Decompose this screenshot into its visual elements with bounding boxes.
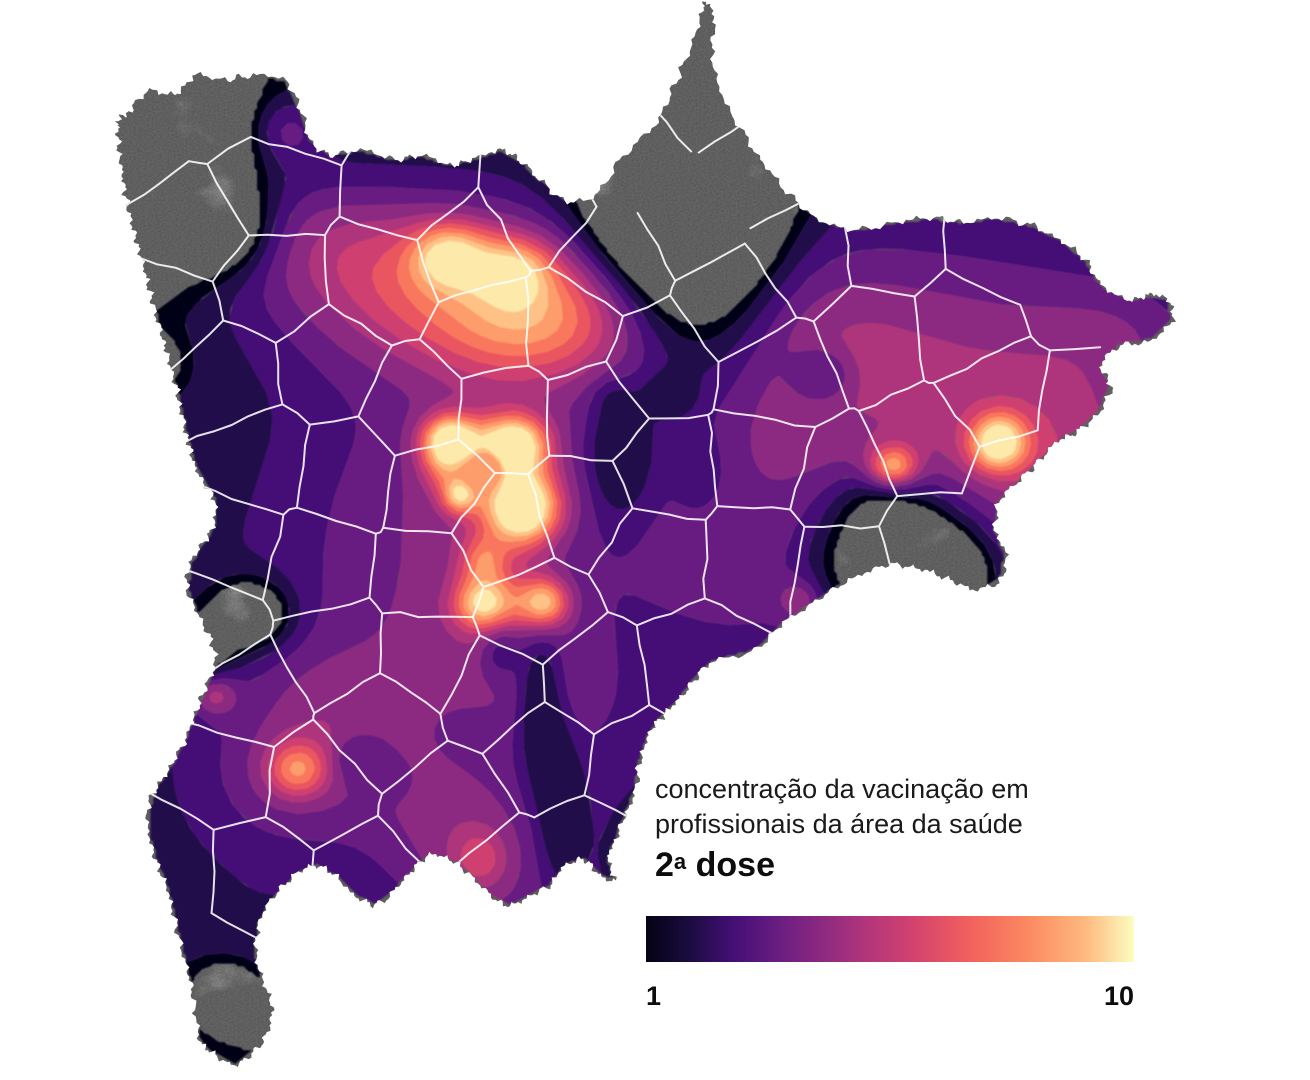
svg-text:1: 1 [646,981,661,1011]
svg-text:2a dose: 2a dose [655,846,775,884]
svg-text:profissionais da área da saúde: profissionais da área da saúde [655,809,1023,839]
svg-text:10: 10 [1104,981,1134,1011]
svg-text:concentração da vacinação em: concentração da vacinação em [655,774,1029,804]
